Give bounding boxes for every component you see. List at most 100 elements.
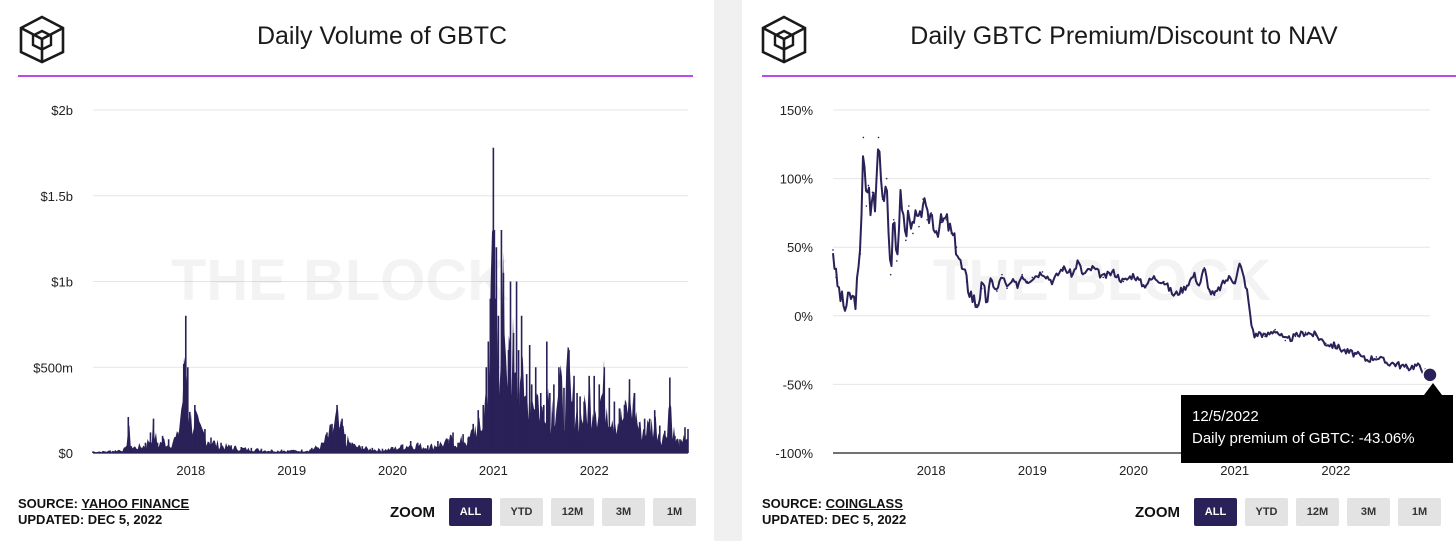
premium-data-point — [1152, 276, 1155, 279]
premium-data-point — [1102, 276, 1104, 279]
zoom-1m-button[interactable]: 1M — [1398, 498, 1441, 526]
premium-data-point — [1082, 273, 1084, 276]
y-tick-label: 100% — [780, 172, 814, 187]
x-tick-label: 2018 — [176, 463, 205, 478]
premium-data-point — [1193, 273, 1196, 276]
x-tick-label: 2018 — [917, 463, 946, 478]
premium-data-point — [930, 212, 932, 214]
y-tick-label: 0% — [794, 309, 813, 324]
zoom-ytd-button[interactable]: YTD — [500, 498, 543, 526]
premium-data-point — [1072, 273, 1074, 276]
zoom-controls: ZOOM ALL YTD 12M 3M 1M — [390, 498, 696, 526]
premium-data-point — [1208, 290, 1211, 292]
watermark: THE BLOCK — [933, 248, 1271, 313]
premium-data-point — [1304, 331, 1307, 334]
source-link[interactable]: COINGLASS — [825, 496, 903, 511]
y-tick-label: $2b — [51, 103, 73, 118]
premium-data-point — [915, 212, 917, 214]
premium-data-point — [991, 280, 993, 283]
premium-data-point — [965, 280, 968, 283]
premium-data-point — [865, 205, 868, 207]
title-underline — [18, 75, 693, 77]
panel-gutter — [714, 0, 742, 541]
premium-data-point — [1218, 287, 1221, 290]
zoom-ytd-button[interactable]: YTD — [1245, 498, 1288, 526]
premium-data-point — [996, 290, 998, 292]
tooltip-arrow — [1424, 383, 1442, 395]
premium-data-point — [874, 205, 877, 207]
premium-data-point — [1314, 334, 1317, 336]
premium-data-point — [1026, 280, 1029, 283]
premium-data-point — [889, 273, 892, 276]
zoom-all-button[interactable]: ALL — [1194, 498, 1237, 526]
premium-data-point — [1238, 262, 1241, 265]
premium-data-point — [1365, 358, 1368, 361]
x-tick-label: 2019 — [1018, 463, 1047, 478]
premium-data-point — [1259, 331, 1261, 334]
x-tick-label: 2019 — [277, 463, 306, 478]
x-tick-label: 2020 — [1119, 463, 1148, 478]
premium-data-point — [1274, 328, 1276, 331]
premium-data-point — [1223, 280, 1226, 283]
premium-data-point — [1355, 353, 1357, 356]
premium-data-point — [1228, 276, 1231, 279]
zoom-3m-button[interactable]: 3M — [602, 498, 645, 526]
x-tick-label: 2020 — [378, 463, 407, 478]
premium-data-point — [899, 191, 902, 194]
premium-data-point — [908, 205, 910, 207]
premium-data-point — [1006, 287, 1008, 290]
premium-data-point — [1284, 339, 1287, 342]
premium-data-point — [877, 136, 880, 139]
premium-data-point — [1254, 335, 1256, 338]
source-info: SOURCE: COINGLASS UPDATED: DEC 5, 2022 — [762, 496, 906, 528]
y-tick-label: 150% — [780, 103, 814, 118]
the-block-logo-icon — [19, 15, 65, 64]
source-label: SOURCE: — [18, 496, 78, 511]
premium-data-point — [1250, 321, 1252, 324]
data-tooltip: 12/5/2022 Daily premium of GBTC: -43.06% — [1181, 395, 1453, 463]
premium-data-point — [940, 221, 943, 224]
premium-data-point — [905, 239, 907, 242]
premium-data-point — [1041, 271, 1044, 273]
highlighted-point-marker[interactable] — [1422, 367, 1438, 383]
zoom-12m-button[interactable]: 12M — [1296, 498, 1339, 526]
title-underline — [762, 75, 1456, 77]
zoom-3m-button[interactable]: 3M — [1347, 498, 1390, 526]
premium-data-point — [1375, 356, 1378, 358]
premium-data-point — [922, 198, 924, 200]
premium-data-point — [895, 260, 898, 262]
y-tick-label: -100% — [775, 446, 813, 461]
premium-data-point — [1233, 280, 1236, 283]
premium-data-point — [945, 218, 948, 221]
premium-data-point — [918, 225, 920, 228]
x-tick-label: 2022 — [1321, 463, 1350, 478]
chart-title: Daily GBTC Premium/Discount to NAV — [910, 22, 1338, 50]
premium-data-point — [950, 232, 953, 235]
premium-data-point — [1132, 273, 1135, 276]
premium-data-point — [835, 276, 837, 279]
premium-data-point — [1264, 335, 1266, 338]
premium-data-point — [1183, 287, 1185, 290]
source-label: SOURCE: — [762, 496, 822, 511]
zoom-12m-button[interactable]: 12M — [551, 498, 594, 526]
zoom-1m-button[interactable]: 1M — [653, 498, 696, 526]
premium-data-point — [1395, 363, 1398, 365]
premium-data-point — [1016, 284, 1018, 287]
premium-data-point — [1001, 273, 1003, 276]
x-tick-label: 2021 — [1220, 463, 1249, 478]
volume-chart-panel: Daily Volume of GBTC THE BLOCK $0 $500m $1… — [0, 0, 714, 541]
tooltip-date: 12/5/2022 — [1192, 408, 1259, 425]
watermark: THE BLOCK — [171, 248, 509, 313]
premium-data-point — [1061, 266, 1064, 269]
premium-data-point — [975, 304, 978, 306]
zoom-controls: ZOOM ALL YTD 12M 3M 1M — [1135, 498, 1441, 526]
premium-data-point — [980, 287, 983, 290]
source-link[interactable]: YAHOO FINANCE — [81, 496, 190, 511]
zoom-all-button[interactable]: ALL — [449, 498, 492, 526]
zoom-label: ZOOM — [1135, 503, 1180, 521]
premium-data-point — [1416, 364, 1418, 366]
premium-data-point — [1142, 284, 1145, 287]
premium-data-point — [839, 294, 841, 297]
premium-data-point — [1324, 342, 1327, 345]
premium-data-point — [1031, 276, 1034, 279]
